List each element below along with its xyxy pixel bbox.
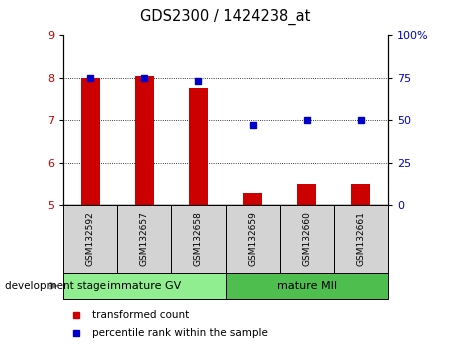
Bar — [135, 76, 154, 205]
Bar — [189, 88, 208, 205]
Text: GSM132660: GSM132660 — [302, 211, 311, 267]
Text: transformed count: transformed count — [92, 309, 189, 320]
Bar — [226, 273, 388, 299]
Bar — [226, 205, 280, 273]
Text: immature GV: immature GV — [107, 281, 181, 291]
Bar — [117, 205, 171, 273]
Bar — [351, 184, 370, 205]
Bar — [63, 205, 117, 273]
Text: GSM132592: GSM132592 — [86, 212, 95, 266]
Text: GDS2300 / 1424238_at: GDS2300 / 1424238_at — [140, 8, 311, 25]
Text: GSM132661: GSM132661 — [356, 211, 365, 267]
Bar — [171, 205, 226, 273]
Bar — [297, 184, 316, 205]
Bar — [81, 78, 100, 205]
Text: percentile rank within the sample: percentile rank within the sample — [92, 328, 268, 338]
Text: mature MII: mature MII — [276, 281, 337, 291]
Bar — [334, 205, 388, 273]
Bar — [243, 193, 262, 205]
Bar — [280, 205, 334, 273]
Text: development stage: development stage — [5, 281, 106, 291]
Text: GSM132657: GSM132657 — [140, 211, 149, 267]
Bar — [63, 273, 226, 299]
Text: GSM132658: GSM132658 — [194, 211, 203, 267]
Text: GSM132659: GSM132659 — [248, 211, 257, 267]
